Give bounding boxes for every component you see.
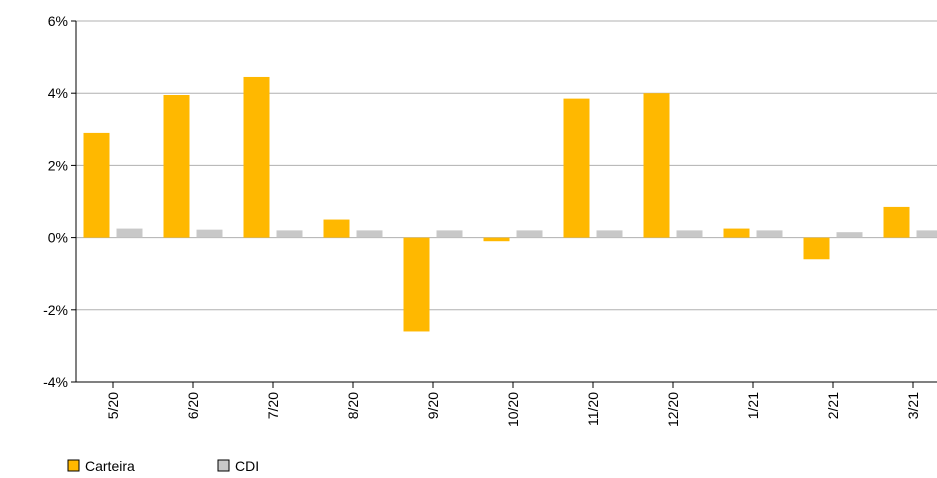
legend-label: Carteira [85, 458, 135, 474]
bar [243, 76, 270, 238]
x-tick-label: 9/20 [425, 392, 441, 419]
bar [276, 230, 303, 238]
y-tick-label: 4% [48, 85, 68, 101]
y-tick-label: 6% [48, 13, 68, 29]
x-tick-label: 12/20 [665, 392, 681, 427]
y-tick-label: 0% [48, 230, 68, 246]
x-tick-label: 1/21 [745, 392, 761, 419]
bar [676, 230, 703, 238]
x-tick-label: 3/21 [905, 392, 921, 419]
bar [116, 228, 143, 238]
x-tick-label: 10/20 [505, 392, 521, 427]
bar [916, 230, 937, 238]
bar [403, 237, 430, 332]
bar [756, 230, 783, 238]
bar [883, 206, 910, 238]
y-tick-label: -2% [43, 302, 68, 318]
bar [836, 232, 863, 238]
legend-swatch [67, 459, 80, 472]
x-tick-label: 8/20 [345, 392, 361, 419]
x-tick-label: 5/20 [105, 392, 121, 419]
bar [196, 229, 223, 238]
bar [723, 228, 750, 238]
x-tick-label: 7/20 [265, 392, 281, 419]
bar [83, 132, 110, 238]
y-tick-label: 2% [48, 157, 68, 173]
x-tick-label: 11/20 [585, 392, 601, 426]
x-tick-label: 2/21 [825, 392, 841, 419]
bar [563, 98, 590, 238]
bar [436, 230, 463, 238]
bar [803, 237, 830, 260]
bar [163, 95, 190, 238]
y-tick-label: -4% [43, 374, 68, 390]
legend-label: CDI [235, 458, 259, 474]
bar [596, 230, 623, 238]
x-tick-label: 6/20 [185, 392, 201, 419]
bar [516, 230, 543, 238]
bar [356, 230, 383, 238]
legend-swatch [217, 459, 230, 472]
bar [323, 219, 350, 238]
bar [643, 93, 670, 238]
bar [483, 237, 510, 242]
